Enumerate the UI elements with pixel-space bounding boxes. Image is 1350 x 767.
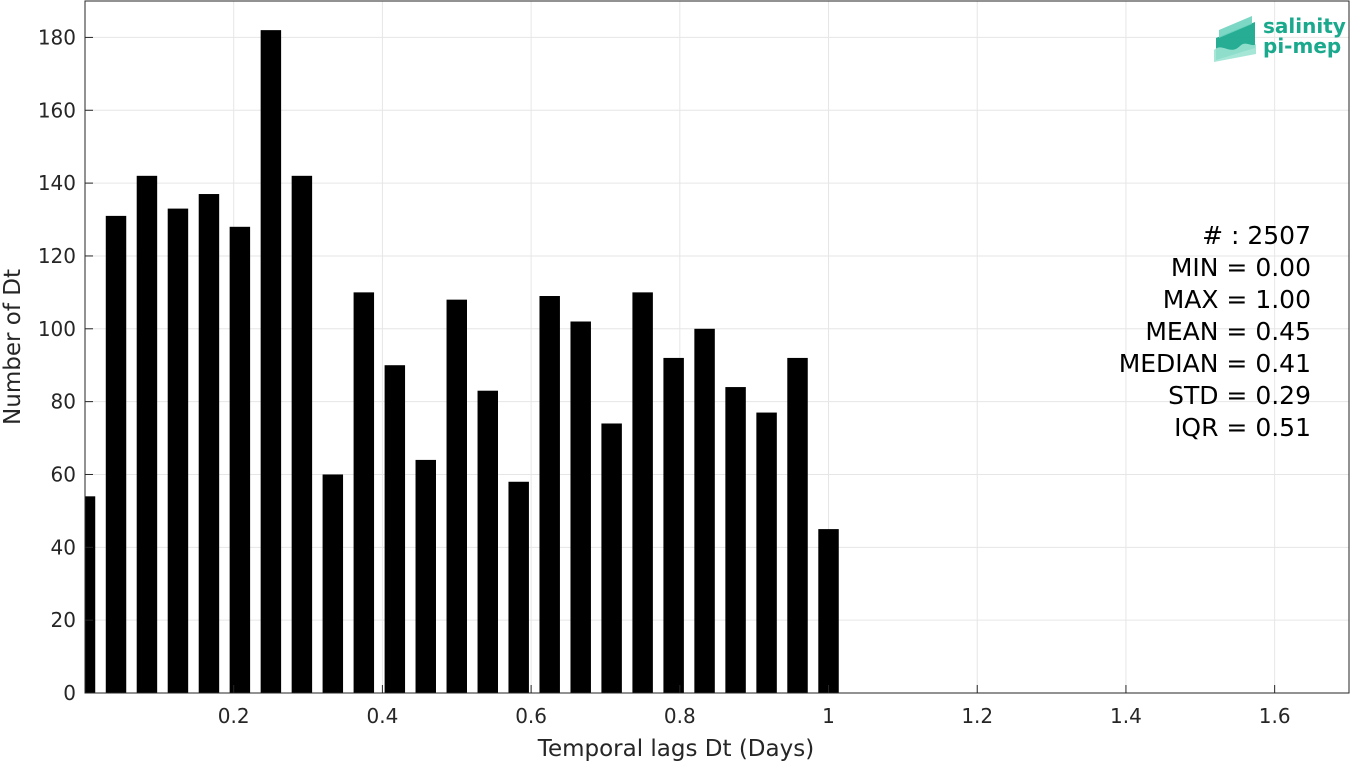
bars [85, 30, 839, 693]
y-tick-label: 20 [51, 608, 76, 632]
stats-line: IQR = 0.51 [1174, 413, 1311, 442]
histogram-bar [415, 459, 436, 693]
salinity-pi-mep-logo: salinity pi-mep [1214, 14, 1346, 62]
y-tick-label: 140 [38, 171, 76, 195]
axis-ticks: 0 20 40 60 80 100 120 140 160 180 0.2 0.4 0.6 0.8 1 1.2… [38, 25, 1291, 728]
stats-line: MIN = 0.00 [1171, 253, 1311, 282]
x-tick-label: 0.2 [218, 704, 250, 728]
x-tick-label: 0.4 [367, 704, 399, 728]
histogram-bar [384, 365, 406, 693]
histogram-bar [663, 357, 684, 693]
histogram-bar [136, 175, 158, 693]
stats-line: MEAN = 0.45 [1145, 317, 1311, 346]
y-tick-label: 100 [38, 317, 76, 341]
histogram-bar [787, 357, 808, 693]
plot-frame [84, 0, 1350, 694]
stats-line: STD = 0.29 [1168, 381, 1311, 410]
stats-line: MEDIAN = 0.41 [1119, 349, 1311, 378]
histogram-bar [105, 215, 127, 693]
y-tick-label: 120 [38, 244, 76, 268]
histogram-bar [508, 481, 529, 693]
x-axis-title: Temporal lags Dt (Days) [537, 736, 814, 762]
x-tick-label: 1.4 [1110, 704, 1142, 728]
stats-line: MAX = 1.00 [1163, 285, 1311, 314]
histogram-bar [198, 194, 220, 693]
histogram-bar [85, 496, 96, 693]
y-tick-label: 80 [51, 390, 76, 414]
y-tick-label: 40 [51, 535, 76, 559]
y-tick-label: 0 [63, 681, 76, 705]
histogram-bar [291, 175, 313, 693]
histogram-bar [477, 390, 499, 693]
stats-line: # : 2507 [1202, 221, 1311, 250]
x-tick-label: 1.2 [961, 704, 993, 728]
wave-logo-icon [1214, 16, 1256, 62]
histogram-bar [260, 30, 282, 693]
y-axis-title: Number of Dt [0, 269, 26, 425]
stats-box: # : 2507 MIN = 0.00 MAX = 1.00 MEAN = 0.45 M… [1119, 221, 1311, 442]
y-tick-label: 180 [38, 25, 76, 49]
histogram-bar [570, 321, 591, 693]
y-tick-label: 60 [51, 462, 76, 486]
y-tick-label: 160 [38, 98, 76, 122]
histogram-bar [601, 423, 622, 693]
histogram-bar [818, 529, 839, 693]
histogram-bar [539, 296, 560, 693]
logo-text-salinity: salinity [1263, 14, 1346, 38]
logo-text-pi-mep: pi-mep [1263, 34, 1341, 58]
histogram-bar [167, 208, 189, 693]
histogram-bar [694, 328, 715, 693]
x-tick-label: 0.6 [515, 704, 547, 728]
x-tick-label: 1.6 [1259, 704, 1291, 728]
histogram-bar [353, 292, 375, 693]
histogram-bar [725, 387, 746, 693]
histogram-bar [322, 474, 344, 693]
histogram-bar [446, 299, 467, 693]
histogram-bar [756, 412, 777, 693]
x-tick-label: 1 [822, 704, 835, 728]
histogram-bar [229, 226, 251, 693]
x-tick-label: 0.8 [664, 704, 696, 728]
histogram-bar [632, 292, 653, 693]
